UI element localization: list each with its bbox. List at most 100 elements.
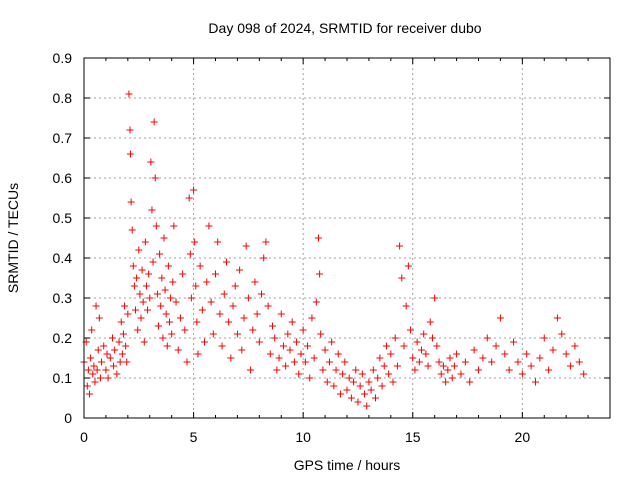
data-point: [126, 126, 134, 134]
data-point: [422, 350, 430, 358]
data-point: [343, 386, 351, 394]
data-point: [501, 350, 509, 358]
data-point: [201, 338, 209, 346]
data-point: [424, 362, 432, 370]
data-point: [172, 298, 180, 306]
x-tick-label: 20: [515, 429, 531, 445]
data-point: [367, 386, 375, 394]
data-point: [152, 222, 160, 230]
y-tick-label: 0.6: [53, 170, 73, 186]
data-point: [321, 346, 329, 354]
data-point: [242, 242, 250, 250]
data-point: [196, 262, 204, 270]
data-point: [116, 358, 124, 366]
data-point: [244, 294, 252, 302]
data-point: [376, 354, 384, 362]
data-point: [358, 370, 366, 378]
data-point: [352, 366, 360, 374]
y-tick-label: 0.1: [53, 370, 73, 386]
data-point: [268, 322, 276, 330]
data-point: [100, 342, 108, 350]
data-point: [304, 342, 312, 350]
y-tick-label: 0.3: [53, 290, 73, 306]
y-tick-label: 0.9: [53, 50, 73, 66]
data-point: [93, 366, 101, 374]
data-point: [316, 270, 324, 278]
data-point: [183, 358, 191, 366]
data-point: [103, 350, 111, 358]
data-point: [140, 338, 148, 346]
data-point: [128, 226, 136, 234]
data-point: [402, 302, 410, 310]
data-point: [218, 342, 226, 350]
data-point: [382, 342, 390, 350]
data-point: [209, 330, 217, 338]
data-point: [158, 274, 166, 282]
data-point: [461, 358, 469, 366]
data-point: [130, 282, 138, 290]
data-point: [125, 90, 133, 98]
data-point: [306, 374, 314, 382]
data-point: [393, 362, 401, 370]
data-point: [371, 394, 379, 402]
data-point: [240, 314, 248, 322]
data-point: [225, 318, 233, 326]
chart-title: Day 098 of 2024, SRMTID for receiver dub…: [208, 20, 481, 36]
data-point: [415, 358, 423, 366]
data-point: [108, 334, 116, 342]
data-point: [453, 350, 461, 358]
data-point: [444, 366, 452, 374]
data-point: [192, 282, 200, 290]
y-tick-label: 0.8: [53, 90, 73, 106]
data-point: [341, 358, 349, 366]
y-tick-label: 0.7: [53, 130, 73, 146]
data-point: [398, 274, 406, 282]
data-point: [545, 366, 553, 374]
x-tick-label: 0: [80, 429, 88, 445]
data-point: [87, 354, 95, 362]
data-point: [179, 270, 187, 278]
data-point: [194, 350, 202, 358]
data-point: [409, 354, 417, 362]
data-point: [119, 330, 127, 338]
data-point: [169, 278, 177, 286]
data-point: [163, 342, 171, 350]
data-point: [83, 382, 91, 390]
data-point: [191, 238, 199, 246]
data-point: [118, 350, 126, 358]
data-point: [117, 318, 125, 326]
plot-frame: [83, 57, 611, 419]
data-point: [488, 358, 496, 366]
data-point: [339, 370, 347, 378]
data-point: [365, 378, 373, 386]
data-point: [95, 314, 103, 322]
data-point: [102, 366, 110, 374]
data-point: [293, 338, 301, 346]
data-point: [277, 310, 285, 318]
data-point: [146, 294, 154, 302]
data-point: [288, 318, 296, 326]
data-point: [514, 358, 522, 366]
data-point: [153, 290, 161, 298]
data-point: [251, 278, 259, 286]
data-point: [299, 326, 307, 334]
data-point: [149, 258, 157, 266]
data-point: [170, 222, 178, 230]
data-point: [363, 402, 371, 410]
data-point: [156, 250, 164, 258]
data-point: [185, 194, 193, 202]
data-point: [404, 262, 412, 270]
data-point: [297, 350, 305, 358]
data-point: [310, 354, 318, 362]
data-point: [286, 346, 294, 354]
data-point: [124, 310, 132, 318]
data-point: [536, 354, 544, 362]
data-point: [413, 338, 421, 346]
data-point: [264, 302, 272, 310]
data-point: [483, 334, 491, 342]
data-point: [400, 342, 408, 350]
y-tick-label: 0.5: [53, 210, 73, 226]
data-point: [132, 306, 140, 314]
data-point: [330, 382, 338, 390]
data-point: [518, 370, 526, 378]
